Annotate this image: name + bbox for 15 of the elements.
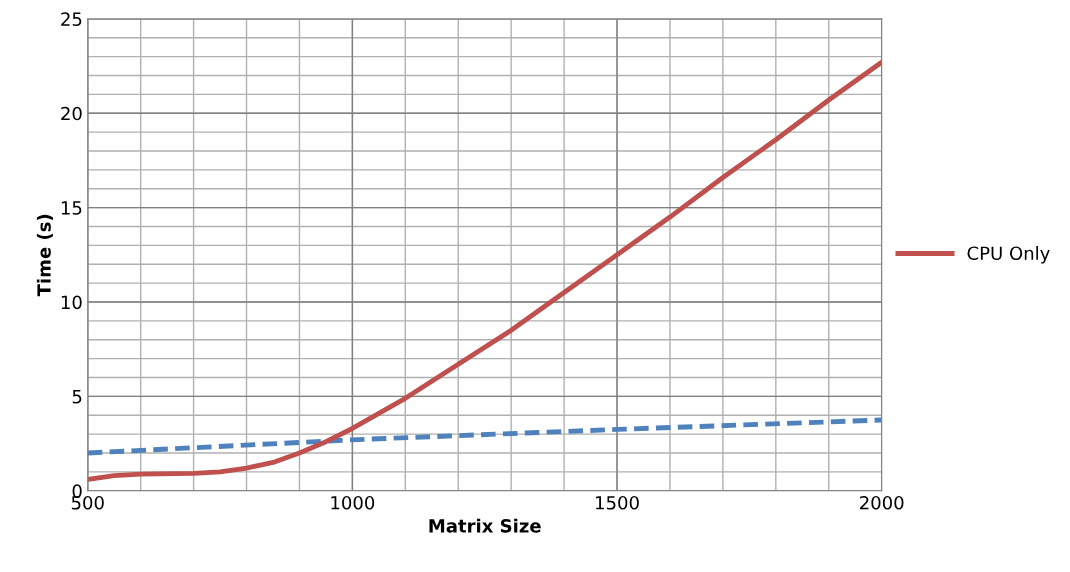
y-tick-label: 5 [72,390,82,404]
y-tick-label: 20 [61,106,82,121]
x-tick-label: 2000 [860,495,904,510]
x-tick-label: 1000 [331,495,375,510]
x-tick-label: 500 [71,495,104,510]
y-tick-label: 10 [61,295,82,310]
line-series [87,417,882,456]
x-tick-label: 1500 [596,495,639,510]
legend-label: CPU Only [967,246,1050,264]
line-series [87,59,882,482]
y-tick-label: 15 [61,201,82,215]
x-axis-title: Matrix Size [429,518,541,533]
y-axis-title: Time (s) [36,214,53,297]
y-tick-label: 0 [72,484,82,498]
y-tick-label: 25 [61,12,82,26]
